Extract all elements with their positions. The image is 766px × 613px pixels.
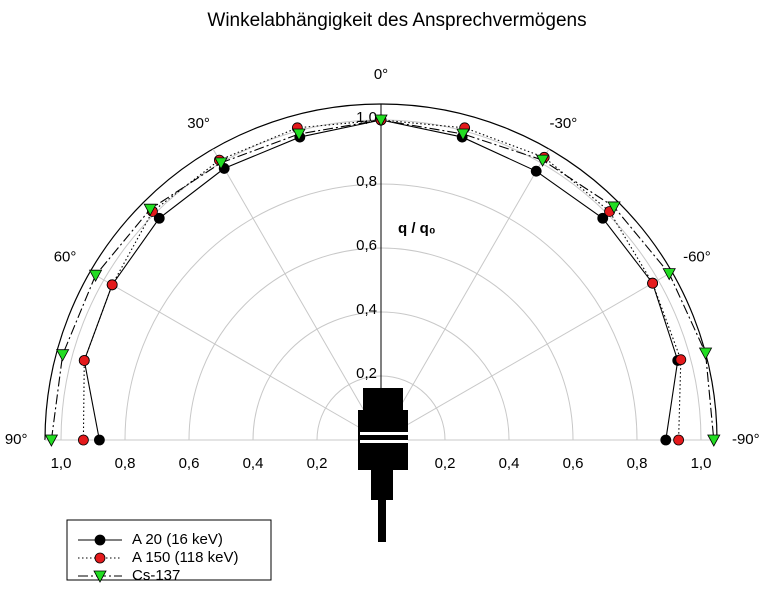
radial-tick-label: 1,0 xyxy=(691,455,712,472)
marker xyxy=(78,434,89,446)
marker xyxy=(374,114,388,127)
radial-tick-label: 0, xyxy=(375,455,388,472)
angle-tick-label: 30° xyxy=(187,115,210,132)
chart-title: Winkelabhängigkeit des Ansprechvermögens xyxy=(207,10,586,31)
radial-tick-label: 0, xyxy=(375,455,388,472)
legend-label: A 20 (16 keV) xyxy=(132,531,223,548)
angle-tick-label: -30° xyxy=(550,115,578,132)
marker xyxy=(660,434,672,446)
legend-label: A 150 (118 keV) xyxy=(132,549,238,566)
marker xyxy=(106,279,118,291)
marker xyxy=(143,203,157,217)
legend-box xyxy=(66,519,272,581)
radial-tick-label: 0,2 xyxy=(356,365,377,382)
radial-tick-label: 0,6 xyxy=(179,455,200,472)
marker xyxy=(292,128,306,141)
marker xyxy=(214,157,228,170)
marker xyxy=(673,434,684,446)
radial-tick-label: 0,8 xyxy=(356,173,377,190)
spoke xyxy=(89,271,382,441)
marker xyxy=(662,268,676,281)
marker xyxy=(607,201,621,214)
spoke xyxy=(380,148,550,441)
radial-tick-label: 0,2 xyxy=(307,455,328,472)
angle-tick-label: 90° xyxy=(5,431,28,448)
angle-tick-label: -60° xyxy=(683,249,711,266)
spoke xyxy=(212,148,382,441)
radial-tick-label: 0,6 xyxy=(563,455,584,472)
angle-tick-label: 0° xyxy=(374,66,388,83)
detector-icon xyxy=(358,388,408,542)
marker xyxy=(707,434,721,447)
marker xyxy=(78,355,90,366)
radial-tick-label: 0,6 xyxy=(356,237,377,254)
marker xyxy=(530,165,542,177)
angle-tick-label: 60° xyxy=(54,249,77,266)
marker xyxy=(698,347,713,360)
marker xyxy=(44,434,59,447)
angle-tick-label: -90° xyxy=(732,431,760,448)
radial-tick-label: 0,2 xyxy=(435,455,456,472)
legend-marker xyxy=(94,534,106,546)
marker xyxy=(535,154,550,167)
marker xyxy=(88,269,103,283)
radial-tick-label: 0,4 xyxy=(243,455,264,472)
marker xyxy=(597,212,609,224)
legend xyxy=(66,519,272,581)
radial-tick-label: 0,8 xyxy=(115,455,136,472)
marker xyxy=(94,434,105,446)
radial-axis-label: q / q₀ xyxy=(398,220,436,237)
marker xyxy=(647,277,658,289)
radial-tick-label: 1,0 xyxy=(51,455,72,472)
radial-tick-label: 0,4 xyxy=(356,301,377,318)
marker xyxy=(456,128,470,141)
legend-marker xyxy=(93,570,107,583)
marker xyxy=(675,354,687,366)
legend-marker xyxy=(94,552,106,564)
radial-tick-label: 0,4 xyxy=(499,455,520,472)
spoke xyxy=(380,271,673,441)
marker xyxy=(55,349,70,362)
legend-label: Cs-137 xyxy=(132,567,180,584)
marker xyxy=(153,212,165,224)
radial-tick-label: 0,8 xyxy=(627,455,648,472)
